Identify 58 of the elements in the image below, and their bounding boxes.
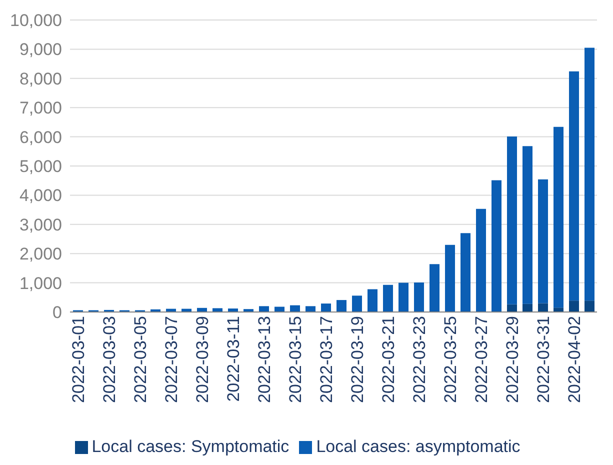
bar (414, 282, 424, 312)
bar (212, 308, 222, 312)
bar (445, 244, 455, 312)
bar (352, 296, 362, 312)
y-tick-label: 6,000 (19, 128, 62, 147)
bar (306, 306, 316, 312)
bar (476, 208, 486, 312)
bar (538, 303, 548, 312)
bar (259, 306, 269, 312)
x-tick-label: 2022-03-03 (100, 316, 119, 403)
x-tick-label: 2022-03-23 (410, 316, 429, 403)
bar (368, 289, 378, 312)
x-tick-label: 2022-03-01 (68, 316, 88, 403)
x-tick-label: 2022-03-19 (348, 316, 367, 403)
legend-label: Local cases: asymptomatic (316, 437, 520, 456)
bar (321, 304, 331, 312)
bar (274, 306, 284, 312)
x-tick-label: 2022-03-17 (316, 316, 336, 403)
bar (507, 136, 517, 304)
x-tick-label: 2022-03-09 (192, 316, 212, 403)
y-tick-label: 7,000 (19, 98, 62, 118)
bar (538, 179, 548, 304)
y-tick-label: 5,000 (19, 157, 62, 176)
bar (569, 71, 579, 301)
bar (584, 300, 594, 312)
y-tick-label: 8,000 (19, 69, 62, 88)
bar (507, 304, 517, 312)
y-tick-label: 10,000 (10, 11, 62, 30)
x-tick-label: 2022-03-07 (162, 316, 181, 403)
y-tick-label: 0 (52, 303, 62, 322)
x-tick-label: 2022-03-15 (286, 316, 305, 403)
y-tick-label: 4,000 (19, 186, 62, 206)
bar (336, 300, 346, 312)
bar (430, 264, 440, 312)
y-tick-label: 2,000 (19, 244, 62, 264)
x-tick-label: 2022-03-27 (472, 316, 491, 403)
x-tick-label: 2022-03-05 (130, 316, 150, 403)
bar (554, 308, 564, 312)
bar (522, 304, 532, 312)
bar (460, 233, 470, 312)
y-tick-label: 9,000 (19, 40, 62, 60)
bar (492, 180, 502, 312)
x-tick-label: 2022-04-02 (564, 316, 584, 403)
x-tick-label: 2022-03-29 (502, 316, 522, 403)
x-tick-label: 2022-03-25 (440, 316, 460, 403)
bar (398, 282, 408, 312)
x-tick-label: 2022-03-13 (254, 316, 274, 403)
bar (584, 48, 594, 301)
x-tick-label: 2022-03-11 (224, 316, 243, 402)
legend-label: Local cases: Symptomatic (92, 437, 290, 456)
x-tick-label: 2022-03-31 (534, 316, 553, 403)
x-tick-label: 2022-03-21 (378, 316, 398, 403)
bar (383, 284, 393, 312)
bar (522, 146, 532, 304)
y-tick-label: 1,000 (19, 274, 62, 293)
y-tick-label: 3,000 (19, 215, 62, 234)
bar (554, 126, 564, 308)
bar (569, 300, 579, 312)
